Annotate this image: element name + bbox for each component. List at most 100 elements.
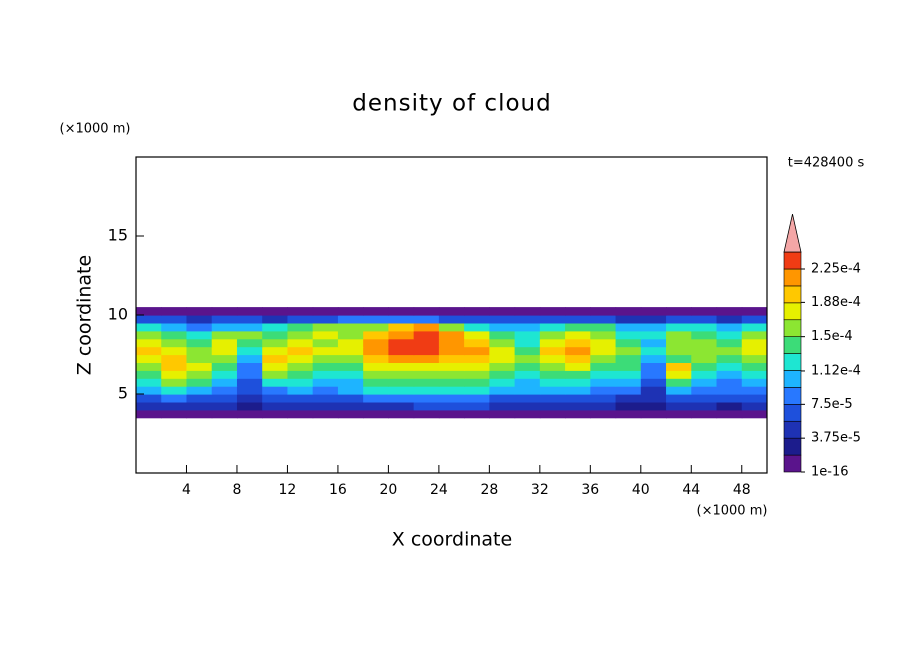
contour-cell <box>136 322 162 332</box>
contour-cell <box>312 386 339 395</box>
contour-cell <box>236 386 263 395</box>
contour-cell <box>666 315 692 324</box>
contour-cell <box>363 354 389 363</box>
contour-cell <box>388 338 415 348</box>
x-tick-label: 24 <box>430 482 448 498</box>
contour-cell <box>464 307 490 316</box>
contour-cell <box>161 394 188 403</box>
contour-cell <box>489 338 516 348</box>
contour-cell <box>716 346 743 356</box>
contour-cell <box>640 362 667 371</box>
colorbar-band <box>783 251 802 270</box>
contour-cell <box>489 378 516 387</box>
contour-cell <box>211 307 238 316</box>
contour-cell <box>464 401 490 411</box>
contour-cell <box>590 370 617 379</box>
contour-cell <box>741 362 767 371</box>
contour-cell <box>640 330 667 340</box>
contour-cell <box>565 330 591 340</box>
contour-cell <box>489 401 516 411</box>
contour-cell <box>640 307 667 316</box>
contour-cell <box>388 378 415 387</box>
contour-cell <box>666 409 692 419</box>
contour-cell <box>514 394 541 403</box>
contour-cell <box>565 409 591 419</box>
contour-cell <box>615 386 642 395</box>
contour-cell <box>337 370 364 379</box>
contour-cell <box>741 378 767 387</box>
y-tick-label: 10 <box>108 305 128 324</box>
contour-cell <box>565 322 591 332</box>
contour-cell <box>716 338 743 348</box>
contour-cell <box>287 362 314 371</box>
contour-cell <box>236 362 263 371</box>
contour-cell <box>590 330 617 340</box>
contour-cell <box>590 354 617 363</box>
contour-cell <box>666 307 692 316</box>
contour-cell <box>363 370 389 379</box>
contour-cell <box>211 346 238 356</box>
contour-cell <box>312 378 339 387</box>
colorbar-band <box>783 353 802 371</box>
contour-cell <box>691 338 718 348</box>
contour-cell <box>615 346 642 356</box>
contour-cell <box>565 378 591 387</box>
contour-cell <box>438 346 465 356</box>
contour-cell <box>464 322 490 332</box>
contour-cell <box>615 354 642 363</box>
contour-cell <box>262 322 289 332</box>
x-tick-label: 20 <box>379 482 397 498</box>
contour-cell <box>438 370 465 379</box>
contour-cell <box>741 409 767 419</box>
time-label: t=428400 s <box>788 156 865 171</box>
contour-cell <box>312 401 339 411</box>
colorbar-band <box>783 454 802 473</box>
contour-cell <box>514 330 541 340</box>
contour-cell <box>464 362 490 371</box>
contour-cell <box>161 409 188 419</box>
colorbar-band <box>783 302 802 321</box>
contour-cell <box>262 409 289 419</box>
contour-cell <box>413 378 440 387</box>
contour-cell <box>514 322 541 332</box>
contour-cell <box>413 394 440 403</box>
contour-cell <box>565 338 591 348</box>
contour-cell <box>312 362 339 371</box>
contour-cell <box>337 307 364 316</box>
contour-cell <box>539 409 566 419</box>
contour-cell <box>136 307 162 316</box>
contour-cell <box>287 378 314 387</box>
contour-cell <box>489 409 516 419</box>
contour-cell <box>691 378 718 387</box>
contour-cell <box>337 338 364 348</box>
contour-cell <box>716 409 743 419</box>
contour-cell <box>514 370 541 379</box>
contour-cell <box>464 378 490 387</box>
colorbar-band <box>783 420 802 439</box>
contour-cell <box>464 338 490 348</box>
contour-cell <box>464 346 490 356</box>
contour-cell <box>388 307 415 316</box>
contour-cell <box>741 307 767 316</box>
contour-cell <box>211 354 238 363</box>
contour-cell <box>236 370 263 379</box>
contour-cell <box>741 346 767 356</box>
contour-cell <box>666 394 692 403</box>
contour-cell <box>363 346 389 356</box>
contour-cell <box>287 338 314 348</box>
contour-cell <box>666 370 692 379</box>
contour-cell <box>337 378 364 387</box>
contour-cell <box>514 338 541 348</box>
contour-cell <box>337 330 364 340</box>
contour-cell <box>590 409 617 419</box>
contour-cell <box>565 346 591 356</box>
colorbar-tick-label: 1.12e-4 <box>811 363 861 378</box>
contour-cell <box>514 346 541 356</box>
contour-cell <box>539 354 566 363</box>
contour-cell <box>312 307 339 316</box>
contour-cell <box>312 315 339 324</box>
contour-cell <box>741 354 767 363</box>
contour-cell <box>363 330 389 340</box>
